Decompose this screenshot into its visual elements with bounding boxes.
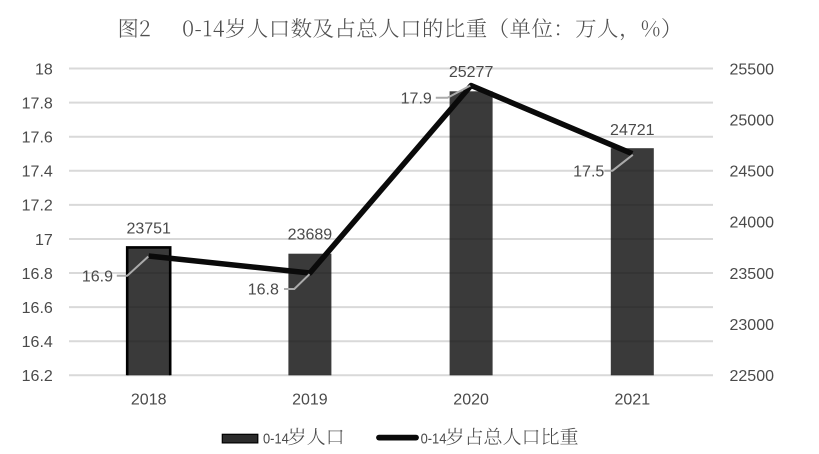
svg-text:17.8: 17.8 bbox=[22, 95, 53, 112]
svg-text:2018: 2018 bbox=[131, 392, 167, 409]
svg-text:17.6: 17.6 bbox=[22, 130, 53, 147]
svg-text:16.2: 16.2 bbox=[22, 368, 53, 385]
svg-text:17.4: 17.4 bbox=[22, 164, 53, 181]
svg-text:2019: 2019 bbox=[292, 392, 328, 409]
svg-text:17.9: 17.9 bbox=[401, 91, 432, 108]
svg-text:18: 18 bbox=[35, 61, 53, 78]
svg-text:23751: 23751 bbox=[126, 220, 171, 237]
svg-text:2020: 2020 bbox=[453, 392, 489, 409]
svg-text:25277: 25277 bbox=[449, 64, 494, 81]
svg-text:0-14: 0-14 bbox=[263, 431, 289, 448]
svg-text:23689: 23689 bbox=[288, 226, 333, 243]
svg-text:16.6: 16.6 bbox=[22, 300, 53, 317]
svg-text:24000: 24000 bbox=[730, 215, 775, 232]
svg-text:16.8: 16.8 bbox=[22, 266, 53, 283]
svg-text:24500: 24500 bbox=[730, 164, 775, 181]
svg-text:2021: 2021 bbox=[615, 392, 651, 409]
svg-text:23000: 23000 bbox=[730, 317, 775, 334]
svg-text:23500: 23500 bbox=[730, 266, 775, 283]
svg-text:24721: 24721 bbox=[610, 122, 655, 139]
svg-text:16.8: 16.8 bbox=[248, 282, 279, 299]
svg-text:22500: 22500 bbox=[730, 368, 775, 385]
svg-text:17.2: 17.2 bbox=[22, 198, 53, 215]
svg-text:0-14: 0-14 bbox=[421, 431, 447, 448]
svg-text:17.5: 17.5 bbox=[573, 164, 604, 181]
svg-text:16.4: 16.4 bbox=[22, 334, 53, 351]
svg-text:25500: 25500 bbox=[730, 61, 775, 78]
svg-text:16.9: 16.9 bbox=[82, 269, 113, 286]
svg-text:25000: 25000 bbox=[730, 112, 775, 129]
svg-text:17: 17 bbox=[35, 232, 53, 249]
